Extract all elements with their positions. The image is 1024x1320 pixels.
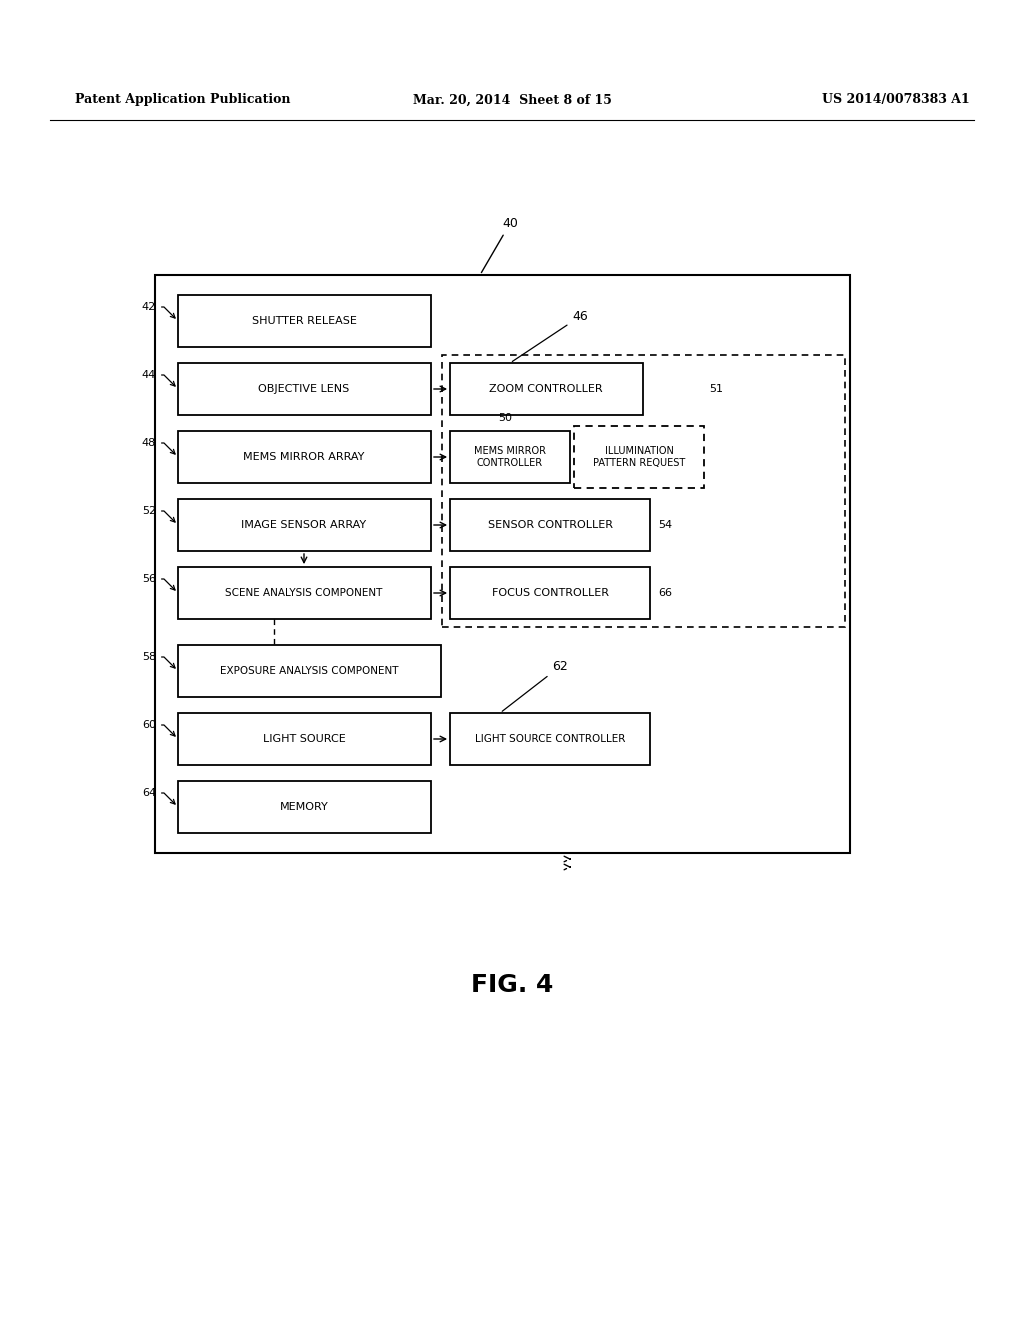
Text: 51: 51 — [709, 384, 723, 393]
Bar — [178, 294, 431, 347]
Text: 46: 46 — [512, 310, 588, 362]
Text: IMAGE SENSOR ARRAY: IMAGE SENSOR ARRAY — [242, 520, 367, 531]
Text: 58: 58 — [142, 652, 175, 668]
Bar — [450, 432, 570, 483]
Bar — [450, 499, 650, 550]
Text: OBJECTIVE LENS: OBJECTIVE LENS — [258, 384, 349, 393]
Text: 64: 64 — [142, 788, 175, 804]
Text: MEMORY: MEMORY — [280, 803, 329, 812]
Bar — [178, 645, 441, 697]
Bar — [450, 363, 643, 414]
Bar — [178, 781, 431, 833]
Text: 40: 40 — [481, 216, 518, 273]
Text: 42: 42 — [141, 302, 175, 318]
Text: ZOOM CONTROLLER: ZOOM CONTROLLER — [489, 384, 603, 393]
Text: SHUTTER RELEASE: SHUTTER RELEASE — [252, 315, 356, 326]
Text: 60: 60 — [142, 719, 175, 737]
Text: 54: 54 — [658, 520, 672, 531]
Text: Patent Application Publication: Patent Application Publication — [75, 94, 291, 107]
Text: LIGHT SOURCE: LIGHT SOURCE — [262, 734, 345, 744]
Text: SCENE ANALYSIS COMPONENT: SCENE ANALYSIS COMPONENT — [225, 587, 383, 598]
Text: US 2014/0078383 A1: US 2014/0078383 A1 — [822, 94, 970, 107]
Text: Mar. 20, 2014  Sheet 8 of 15: Mar. 20, 2014 Sheet 8 of 15 — [413, 94, 611, 107]
Text: MEMS MIRROR ARRAY: MEMS MIRROR ARRAY — [244, 451, 365, 462]
Bar — [178, 499, 431, 550]
Bar — [450, 713, 650, 766]
Text: FIG. 4: FIG. 4 — [471, 973, 553, 997]
Text: ILLUMINATION
PATTERN REQUEST: ILLUMINATION PATTERN REQUEST — [593, 446, 685, 467]
Text: FOCUS CONTROLLER: FOCUS CONTROLLER — [492, 587, 608, 598]
Bar — [178, 432, 431, 483]
Text: 52: 52 — [142, 506, 175, 521]
Text: 66: 66 — [658, 587, 672, 598]
Bar — [450, 568, 650, 619]
Bar — [574, 426, 705, 488]
Text: 50: 50 — [498, 413, 512, 422]
Text: 48: 48 — [141, 438, 175, 454]
Text: 44: 44 — [141, 370, 175, 385]
Bar — [442, 355, 845, 627]
Bar — [155, 275, 850, 853]
Text: MEMS MIRROR
CONTROLLER: MEMS MIRROR CONTROLLER — [474, 446, 546, 467]
Text: 62: 62 — [502, 660, 568, 711]
Text: LIGHT SOURCE CONTROLLER: LIGHT SOURCE CONTROLLER — [475, 734, 626, 744]
Bar — [178, 713, 431, 766]
Text: 56: 56 — [142, 574, 175, 590]
Text: EXPOSURE ANALYSIS COMPONENT: EXPOSURE ANALYSIS COMPONENT — [220, 667, 398, 676]
Bar — [178, 363, 431, 414]
Bar — [178, 568, 431, 619]
Text: SENSOR CONTROLLER: SENSOR CONTROLLER — [487, 520, 612, 531]
